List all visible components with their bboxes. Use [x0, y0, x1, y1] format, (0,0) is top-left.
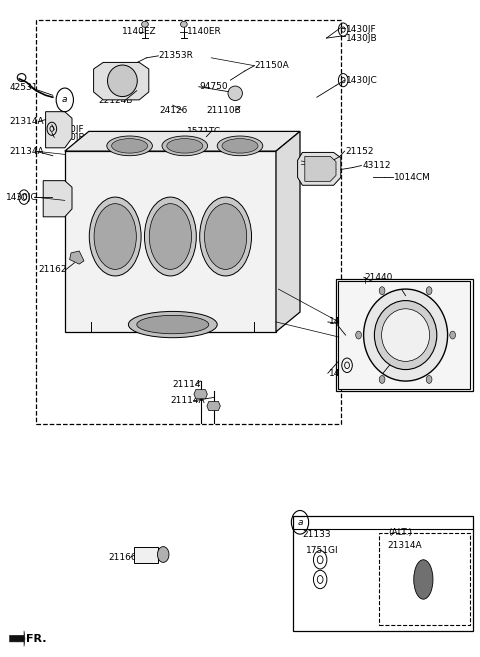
Text: 1430JB: 1430JB — [346, 34, 377, 43]
Circle shape — [426, 376, 432, 384]
Text: 1571TC: 1571TC — [187, 127, 221, 136]
Ellipse shape — [149, 204, 192, 269]
Text: a: a — [62, 95, 68, 104]
Ellipse shape — [128, 311, 217, 338]
Bar — [134, 547, 158, 563]
Polygon shape — [338, 281, 470, 389]
Polygon shape — [46, 112, 72, 148]
Ellipse shape — [144, 197, 196, 276]
Text: 21443: 21443 — [403, 286, 432, 295]
Text: 21114A: 21114A — [170, 396, 205, 405]
Bar — [336, 279, 473, 391]
Text: 21152: 21152 — [346, 147, 374, 156]
Text: 42531: 42531 — [10, 83, 38, 92]
Bar — [36, 20, 341, 424]
Text: 1430JC: 1430JC — [6, 193, 37, 202]
Ellipse shape — [137, 315, 209, 334]
Ellipse shape — [180, 21, 187, 27]
Polygon shape — [194, 390, 207, 399]
Polygon shape — [276, 131, 300, 332]
Ellipse shape — [142, 21, 148, 27]
Text: 21440: 21440 — [365, 273, 393, 282]
Ellipse shape — [89, 197, 141, 276]
Ellipse shape — [217, 136, 263, 156]
Text: (ALT.): (ALT.) — [388, 528, 412, 537]
Circle shape — [450, 331, 456, 339]
Ellipse shape — [222, 139, 258, 153]
Ellipse shape — [112, 139, 148, 153]
Ellipse shape — [107, 136, 153, 156]
Circle shape — [426, 286, 432, 294]
Ellipse shape — [228, 86, 242, 101]
Ellipse shape — [414, 560, 433, 599]
Polygon shape — [70, 251, 84, 264]
Polygon shape — [65, 151, 276, 332]
Text: a: a — [297, 518, 303, 527]
Text: 21160: 21160 — [108, 553, 137, 562]
Ellipse shape — [382, 309, 430, 361]
Text: 21314A: 21314A — [10, 117, 44, 126]
Ellipse shape — [94, 204, 136, 269]
Text: 1433CE: 1433CE — [329, 369, 363, 378]
Text: 43112: 43112 — [362, 161, 391, 170]
Polygon shape — [298, 152, 341, 185]
Text: 1430JC: 1430JC — [329, 317, 360, 327]
Circle shape — [379, 376, 385, 384]
Bar — [293, 516, 473, 631]
Text: FR.: FR. — [26, 633, 47, 644]
Text: 21162A: 21162A — [38, 265, 73, 274]
Text: 24126: 24126 — [160, 106, 188, 115]
Text: 22124B: 22124B — [98, 96, 133, 105]
Ellipse shape — [108, 65, 137, 97]
Circle shape — [379, 286, 385, 294]
Bar — [379, 533, 470, 625]
Text: 1430JB: 1430JB — [54, 133, 86, 142]
Polygon shape — [65, 131, 300, 151]
Text: 1430JF: 1430JF — [54, 125, 85, 134]
Text: 21133: 21133 — [302, 530, 331, 539]
Text: 21110B: 21110B — [206, 106, 241, 115]
Text: 1014CL: 1014CL — [384, 369, 418, 378]
Text: 1751GI: 1751GI — [306, 546, 339, 555]
Text: 21150A: 21150A — [254, 61, 289, 70]
Text: 1430JC: 1430JC — [346, 76, 377, 85]
Text: 21134A: 21134A — [10, 147, 44, 156]
Text: 1140EZ: 1140EZ — [122, 27, 157, 36]
Ellipse shape — [162, 136, 208, 156]
Polygon shape — [10, 631, 25, 646]
Ellipse shape — [167, 139, 203, 153]
Ellipse shape — [364, 289, 447, 381]
Polygon shape — [305, 156, 336, 181]
Polygon shape — [43, 181, 72, 217]
Text: 21353R: 21353R — [158, 51, 193, 60]
Circle shape — [356, 331, 361, 339]
Text: 1014CM: 1014CM — [394, 173, 431, 182]
Polygon shape — [94, 62, 149, 100]
Ellipse shape — [204, 204, 247, 269]
Ellipse shape — [200, 197, 252, 276]
Circle shape — [157, 547, 169, 562]
Text: 94750: 94750 — [199, 82, 228, 91]
Polygon shape — [207, 401, 220, 411]
Ellipse shape — [374, 301, 437, 369]
Text: 21314A: 21314A — [388, 541, 422, 550]
Text: 1140ER: 1140ER — [187, 27, 222, 36]
Text: 1430JF: 1430JF — [346, 25, 376, 34]
Text: 21114: 21114 — [173, 380, 201, 389]
